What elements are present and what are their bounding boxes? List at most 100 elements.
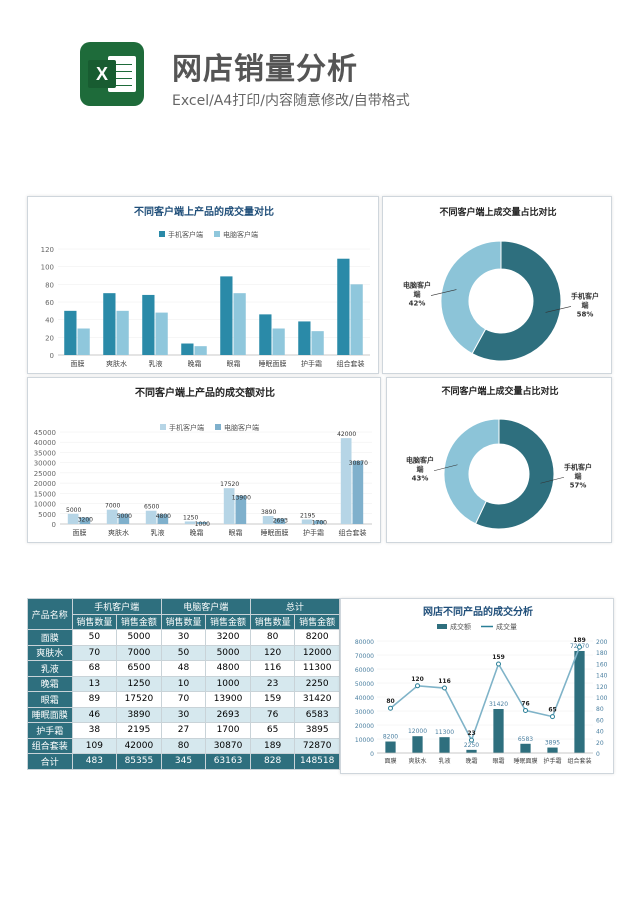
point-label: 120 xyxy=(411,676,424,683)
table-cell: 72870 xyxy=(294,737,340,754)
subheader-0: 销售数量 xyxy=(71,613,118,630)
data-label: 4800 xyxy=(156,513,171,520)
bar xyxy=(181,343,194,355)
line-point xyxy=(496,661,501,667)
legend-swatch xyxy=(437,624,447,629)
table-cell: 7000 xyxy=(116,644,162,661)
pie-slice xyxy=(440,240,502,355)
page-subtitle: Excel/A4打印/内容随意修改/自带格式 xyxy=(172,93,410,109)
chart-title: 不同客户端上产品的成交量对比 xyxy=(134,205,274,218)
x-tick-label: 睡眠面膜 xyxy=(259,359,287,368)
pie-slice xyxy=(471,240,562,362)
bar xyxy=(155,312,168,355)
x-tick-label: 睡眠面膜 xyxy=(513,757,537,765)
legend-label: 电脑客户端 xyxy=(223,230,258,239)
slice-label: 电脑客户 xyxy=(406,456,434,465)
x-tick-label: 组合套装 xyxy=(339,528,367,537)
bar xyxy=(67,513,79,524)
x-tick-label: 爽肤水 xyxy=(108,528,129,537)
slice-label: 端 xyxy=(582,300,589,309)
x-tick-label: 组合套装 xyxy=(567,757,591,765)
data-label: 42000 xyxy=(337,431,356,438)
table-cell: 13 xyxy=(71,675,118,692)
leader-line xyxy=(433,464,458,472)
table-cell: 3895 xyxy=(294,722,340,739)
table-cell: 12000 xyxy=(294,644,340,661)
table-row: 睡眠面膜 46 3890 30 2693 76 6583 xyxy=(27,706,340,723)
bar xyxy=(466,749,477,753)
chart-title: 不同客户端上产品的成交额对比 xyxy=(135,386,275,399)
table-cell: 11300 xyxy=(294,660,340,677)
y-tick-label: 60 xyxy=(45,299,54,307)
subheader-4: 销售数量 xyxy=(249,613,296,630)
table-cell: 3890 xyxy=(116,706,162,723)
subheader-1: 销售金额 xyxy=(116,613,162,630)
y-tick-label: 40000 xyxy=(34,439,56,447)
total-cell: 483 xyxy=(71,753,118,770)
chart-title: 不同客户端上成交量占比对比 xyxy=(439,206,556,218)
y-tick-label: 10000 xyxy=(355,737,374,744)
slice-label: 手机客户 xyxy=(564,462,592,471)
bar xyxy=(259,314,272,355)
data-label: 17520 xyxy=(220,481,239,488)
row-label: 护手霜 xyxy=(27,722,73,739)
table-cell: 89 xyxy=(71,691,118,708)
header-desktop: 电脑客户端 xyxy=(160,598,251,615)
table-row: 晚霜 13 1250 10 1000 23 2250 xyxy=(27,675,340,692)
bar xyxy=(223,488,235,524)
legend-label: 手机客户端 xyxy=(169,423,204,432)
table-cell: 50 xyxy=(160,644,207,661)
y-tick-label: 80 xyxy=(45,281,54,289)
bar xyxy=(145,510,157,524)
chart-title: 网店不同产品的成交分析 xyxy=(423,605,533,618)
y-tick-label: 0 xyxy=(52,521,56,529)
table-cell: 2195 xyxy=(116,722,162,739)
table-cell: 46 xyxy=(71,706,118,723)
subheader-2: 销售数量 xyxy=(160,613,207,630)
data-label: 1250 xyxy=(183,514,198,521)
bar xyxy=(301,519,313,524)
x-tick-label: 乳液 xyxy=(149,359,163,368)
bar xyxy=(274,518,286,524)
y-tick-label: 80000 xyxy=(355,639,374,646)
y-tick-label: 5000 xyxy=(38,511,56,519)
data-label: 8200 xyxy=(383,734,398,741)
x-tick-label: 面膜 xyxy=(73,528,87,537)
table-cell: 76 xyxy=(249,706,296,723)
table-cell: 68 xyxy=(71,660,118,677)
y2-tick-label: 80 xyxy=(596,706,604,713)
y-tick-label: 100 xyxy=(41,264,54,272)
x-tick-label: 护手霜 xyxy=(301,359,322,368)
line-point xyxy=(469,737,474,743)
x-tick-label: 护手霜 xyxy=(543,757,561,765)
table-row: 面膜 50 5000 30 3200 80 8200 xyxy=(27,629,340,646)
x-tick-label: 乳液 xyxy=(438,757,450,765)
table-cell: 1700 xyxy=(205,722,251,739)
y2-tick-label: 40 xyxy=(596,729,604,736)
row-label: 睡眠面膜 xyxy=(27,706,73,723)
bar xyxy=(352,460,364,524)
x-tick-label: 护手霜 xyxy=(303,528,324,537)
y2-tick-label: 20 xyxy=(596,740,604,747)
header-mobile: 手机客户端 xyxy=(71,598,162,615)
y-tick-label: 50000 xyxy=(355,681,374,688)
bar xyxy=(118,513,130,524)
table-cell: 8200 xyxy=(294,629,340,646)
series-line xyxy=(389,646,581,743)
table-cell: 109 xyxy=(71,737,118,754)
bar xyxy=(412,736,423,753)
point-label: 65 xyxy=(548,707,556,714)
table-cell: 65 xyxy=(249,722,296,739)
page-title: 网店销量分析 xyxy=(172,52,358,87)
table-cell: 4800 xyxy=(205,660,251,677)
bar xyxy=(184,521,196,524)
data-label: 13900 xyxy=(232,495,251,502)
table-row: 组合套装 109 42000 80 30870 189 72870 xyxy=(27,737,340,754)
x-tick-label: 眼霜 xyxy=(492,758,504,765)
excel-icon: X xyxy=(80,42,144,106)
x-tick-label: 眼霜 xyxy=(227,360,241,368)
y2-tick-label: 0 xyxy=(596,751,600,758)
slice-value: 43% xyxy=(412,475,429,483)
leader-line xyxy=(540,476,565,484)
